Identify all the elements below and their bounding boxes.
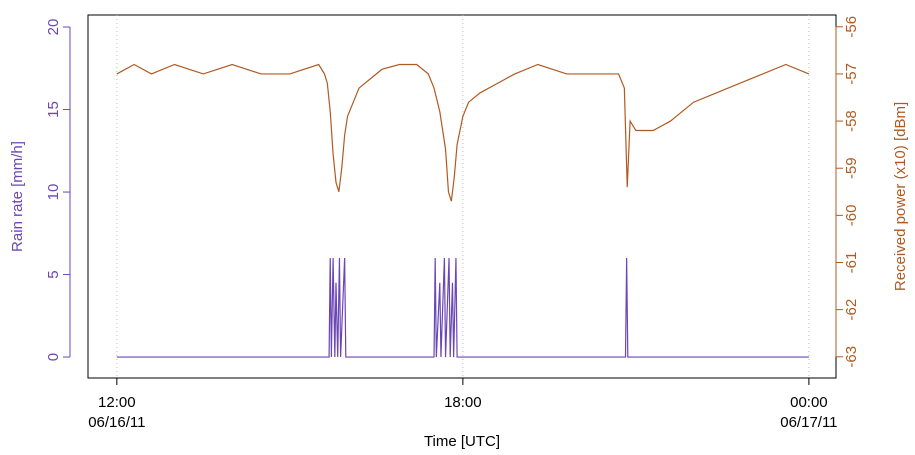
y2-tick-label: -63 [843,346,860,368]
plot-frame [87,14,837,379]
y-tick-label: 10 [45,184,62,201]
y2-tick-label: -62 [843,299,860,321]
x-tick-label: 00:00 [790,394,828,411]
y-tick-label: 20 [45,19,62,36]
y-axis-label: Rain rate [mm/h] [9,141,26,252]
y2-tick-label: -56 [843,16,860,38]
x-tick-label: 18:00 [444,394,482,411]
y2-axis-label: Received power (x10) [dBm] [892,102,909,291]
x-axis-label: Time [UTC] [424,433,500,450]
data-line [116,258,809,358]
data-line [116,63,810,202]
x-tick-label: 12:00 [98,394,136,411]
y-tick-label: 0 [45,353,62,361]
y2-tick-label: -60 [843,205,860,227]
x-date-label: 06/17/11 [780,414,837,431]
y2-tick-label: -61 [843,252,860,274]
y2-tick-label: -59 [843,157,860,179]
y-tick-label: 15 [45,101,62,118]
y-tick-label: 5 [45,270,62,278]
x-date-label: 06/16/11 [88,414,145,431]
y2-tick-label: -57 [843,63,860,85]
y2-tick-label: -58 [843,110,860,132]
